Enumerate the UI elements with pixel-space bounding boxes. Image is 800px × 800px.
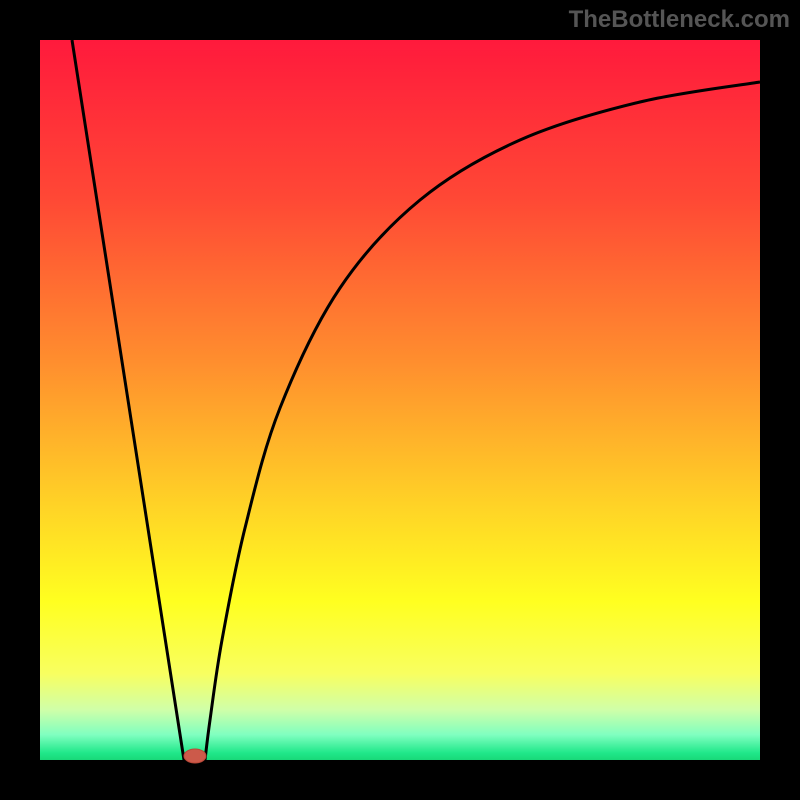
watermark-text: TheBottleneck.com	[569, 6, 790, 34]
bottleneck-curve-chart	[0, 0, 800, 800]
plot-area-background	[40, 40, 760, 760]
optimal-point-marker	[184, 749, 206, 763]
chart-container: TheBottleneck.com	[0, 0, 800, 800]
